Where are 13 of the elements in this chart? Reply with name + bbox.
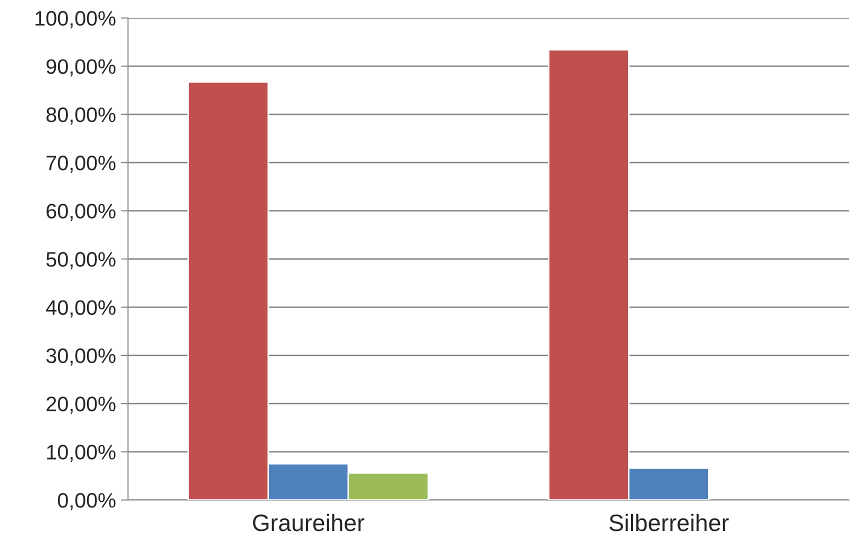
y-tick-label: 10,00%: [47, 444, 116, 462]
y-tick-label: 30,00%: [46, 348, 116, 366]
y-tick-label: 90,00%: [46, 59, 116, 76]
y-tick-label: 60,00%: [46, 204, 116, 222]
y-tick-label: 70,00%: [46, 156, 116, 173]
y-tick-label: 80,00%: [46, 107, 116, 125]
x-tick-label: Graureiher: [253, 514, 364, 532]
y-tick-label: 40,00%: [46, 300, 116, 318]
x-tick-label: Silberreiher: [609, 514, 729, 532]
y-tick-label: 100,00%: [36, 11, 116, 28]
y-tick-label: 50,00%: [46, 252, 116, 270]
y-tick-label: 0,00%: [58, 493, 116, 510]
y-tick-label: 20,00%: [46, 396, 116, 414]
